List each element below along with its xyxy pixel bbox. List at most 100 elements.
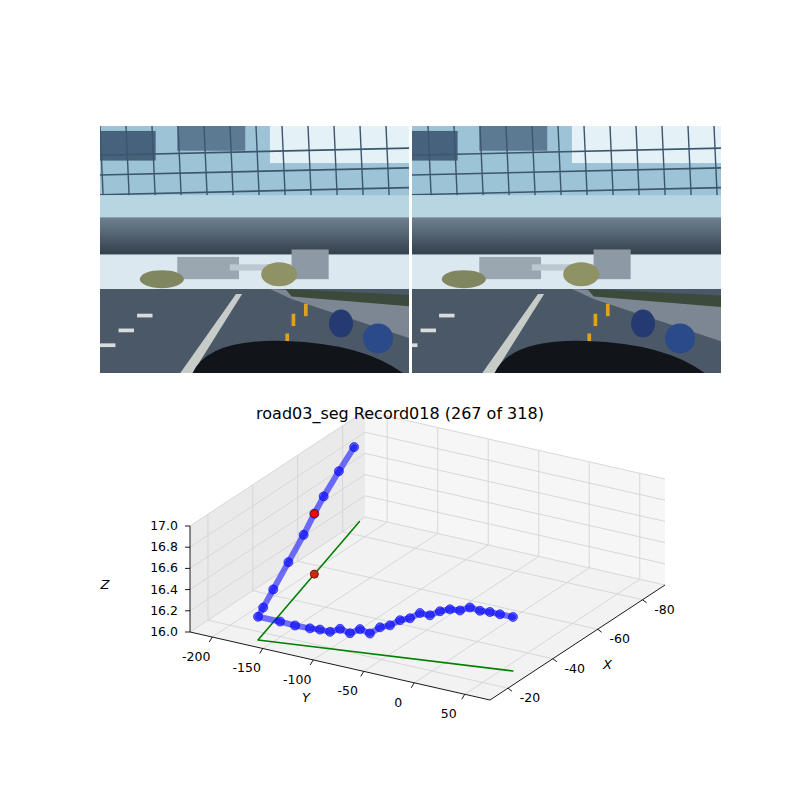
axis-label-y: Y <box>302 690 311 705</box>
grid-line-z <box>190 411 665 526</box>
series-marker <box>455 606 464 615</box>
traffic-cone <box>594 314 598 326</box>
grid-line-x <box>208 514 508 688</box>
series-marker <box>269 585 278 594</box>
series-marker <box>385 621 394 630</box>
tick-label-y: 0 <box>394 695 402 710</box>
axes-3d: -80-60-40-20-200-150-100-5005016.016.216… <box>100 411 675 721</box>
tick-z <box>185 632 190 633</box>
tick-x <box>598 629 602 632</box>
tick-y <box>209 637 212 642</box>
series-marker <box>345 629 354 638</box>
tick-label-z: 16.6 <box>150 560 178 575</box>
motorcycle <box>363 323 393 353</box>
lane-dash <box>119 329 134 333</box>
series-marker <box>299 530 308 539</box>
grid-line-y <box>364 450 539 671</box>
tick-y <box>361 671 364 676</box>
grid-line-z <box>190 432 665 547</box>
series-marker <box>465 603 474 612</box>
grid-line-y <box>465 473 640 694</box>
grid-line-z <box>190 453 665 568</box>
tick-label-y: -150 <box>233 660 261 675</box>
series-marker <box>436 607 445 616</box>
series-marker <box>350 443 359 452</box>
series-marker <box>475 606 484 615</box>
tree <box>261 262 297 286</box>
tick-label-y: -200 <box>182 649 210 664</box>
transom <box>100 167 409 175</box>
chart-title: road03_seg Record018 (267 of 318) <box>256 404 544 424</box>
dark-panel <box>412 131 458 161</box>
tick-y <box>462 694 465 699</box>
motorcycle <box>631 310 655 338</box>
axis-line-z <box>190 526 191 632</box>
tick-label-z: 16.2 <box>150 603 178 618</box>
tick-z <box>185 526 190 527</box>
series-marker <box>425 611 434 620</box>
motorcycle <box>329 310 353 338</box>
overhang <box>100 217 409 257</box>
dark-panel <box>177 126 245 151</box>
car-hood <box>193 341 403 373</box>
traffic-cone <box>304 304 308 316</box>
building <box>479 257 541 279</box>
axis-line-x <box>490 585 665 700</box>
transom <box>100 187 409 195</box>
back-pane <box>365 411 665 585</box>
series-marker <box>405 614 414 623</box>
series-marker <box>305 624 314 633</box>
series-marker <box>508 612 517 621</box>
tick-label-x: -60 <box>609 631 629 646</box>
tick-label-z: 17.0 <box>150 518 178 533</box>
series-marker <box>319 492 328 501</box>
series-marker <box>445 605 454 614</box>
series-marker <box>415 609 424 618</box>
traffic-cone <box>292 314 296 326</box>
lane-dash <box>421 329 436 333</box>
background <box>0 0 800 800</box>
series-marker <box>334 467 343 476</box>
street-opening <box>412 254 721 291</box>
tick-z <box>185 589 190 590</box>
grid-line-y <box>212 416 387 637</box>
tree <box>442 270 486 288</box>
lane-dash <box>439 314 454 318</box>
tick-x <box>508 688 512 691</box>
traffic-cone <box>606 304 610 316</box>
tick-y <box>411 683 414 688</box>
transom <box>412 167 721 175</box>
axis-label-z: Z <box>100 577 111 592</box>
grid-line-x <box>253 485 553 659</box>
tick-z <box>185 568 190 569</box>
series-line <box>258 447 513 633</box>
lower-facade <box>100 195 409 220</box>
camera-image-right <box>412 126 721 373</box>
grid-line-z <box>190 475 665 590</box>
series-marker <box>326 627 335 636</box>
axis-label-x: X <box>602 657 613 672</box>
point <box>310 510 318 518</box>
camera-image-left <box>100 126 409 373</box>
sidewalk <box>572 289 721 348</box>
figure: -80-60-40-20-200-150-100-5005016.016.216… <box>0 0 800 800</box>
series-marker <box>276 617 285 626</box>
tick-label-y: -100 <box>283 672 311 687</box>
series-marker <box>365 629 374 638</box>
grid-line-y <box>414 462 589 683</box>
series-marker <box>259 603 268 612</box>
motorcycle <box>665 323 695 353</box>
series-marker <box>355 625 364 634</box>
grid-line-y <box>313 439 488 660</box>
series-marker <box>395 616 404 625</box>
car-hood <box>495 341 705 373</box>
sky-reflection <box>270 126 409 163</box>
dark-panel <box>479 126 547 151</box>
street-opening <box>100 254 409 291</box>
tree <box>563 262 599 286</box>
series-marker <box>495 610 504 619</box>
series-marker <box>291 621 300 630</box>
tick-label-y: -50 <box>338 683 358 698</box>
lower-facade <box>412 195 721 220</box>
tick-y <box>260 648 263 653</box>
